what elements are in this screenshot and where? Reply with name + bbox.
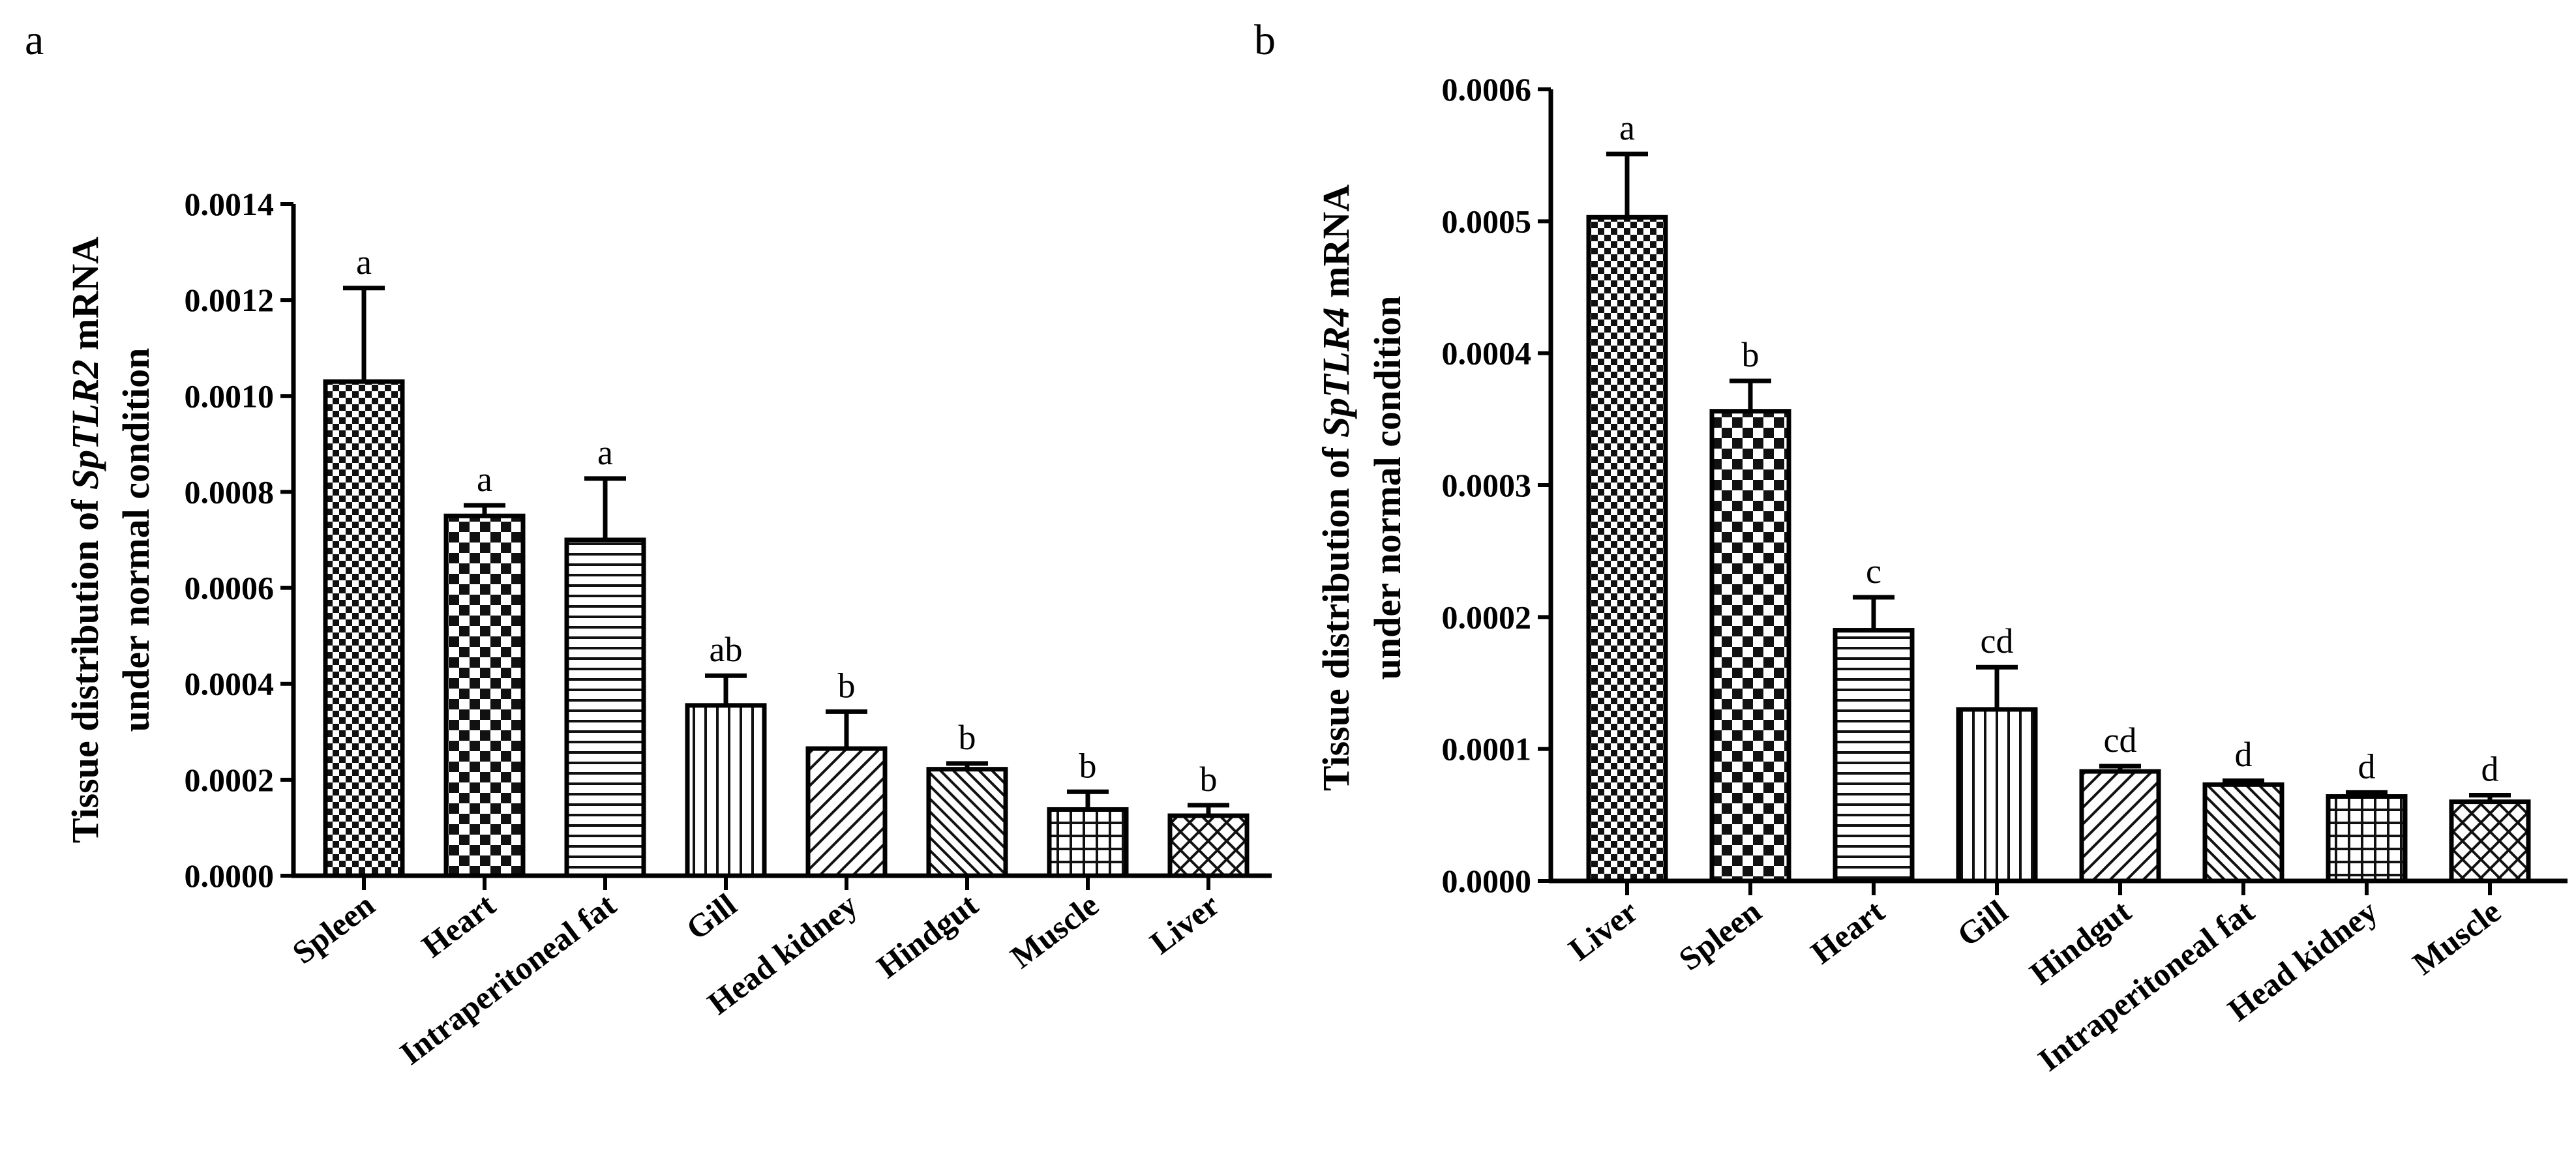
panel-b-bar-head-kidney (2326, 794, 2408, 884)
panel-b-bar-spleen (1709, 409, 1791, 884)
panel-a-y-tick-label: 0.0002 (185, 762, 275, 798)
panel-b-category-label: Intraperitoneal fat (2031, 893, 2261, 1078)
panel-b-ylabel-line2: under normal condition (1366, 296, 1409, 680)
panel-b-y-tick-label: 0.0004 (1442, 335, 1532, 372)
panel-a-category-label: Hindgut (870, 886, 985, 985)
panel-a-significance-label: a (477, 460, 492, 499)
panel-a-ylabel-gene: SpTLR2 (64, 359, 106, 490)
panel-b-category-label: Muscle (2406, 893, 2508, 982)
panel-b-bars: a b c cd cd d d d (1586, 108, 2531, 884)
panel-b-bar-hindgut (2079, 769, 2161, 884)
panel-a-bars: a a a ab b b b b (323, 243, 1250, 878)
panel-a-y-tick-label: 0.0014 (185, 186, 275, 222)
panel-a-letter: a (25, 16, 44, 64)
panel-a-significance-label: b (1079, 746, 1097, 785)
panel-a-bar-hindgut (926, 767, 1008, 878)
panel-b-category-label: Liver (1562, 893, 1645, 968)
panel-b-y-tick-label: 0.0003 (1442, 467, 1532, 503)
panel-a-bar-head-kidney (805, 746, 888, 878)
panel-a-bar-spleen (323, 379, 405, 878)
panel-b-ylabel-prefix: Tissue distribution of (1315, 438, 1357, 791)
panel-a-significance-label: a (356, 243, 372, 282)
panel-b-y-tick-label: 0.0005 (1442, 203, 1532, 239)
panel-b-significance-label: cd (1981, 621, 2014, 661)
panel-a-ylabel-line1: Tissue distribution of SpTLR2 mRNA (64, 237, 106, 843)
panel-a-category-label: Intraperitoneal fat (393, 886, 623, 1072)
panel-b-y-tick-label: 0.0000 (1442, 863, 1532, 899)
panel-a-y-tick-label: 0.0008 (185, 473, 275, 510)
panel-a-significance-label: b (838, 666, 856, 705)
panel-a-bar-muscle (1047, 807, 1129, 878)
panel-b-significance-label: d (2358, 747, 2376, 786)
panel-b-significance-label: b (1742, 335, 1760, 374)
panel-b-significance-label: d (2481, 749, 2499, 788)
panel-b-bar-intraperitoneal-fat (2202, 782, 2284, 884)
panel-b-bar-gill (1956, 707, 2038, 884)
panel-a-significance-label: a (597, 433, 613, 472)
panel-a-chart: a Tissue distribution of SpTLR2 mRNA und… (25, 16, 1272, 1072)
panel-b-bar-muscle (2449, 799, 2531, 884)
panel-a-category-label: Heart (415, 886, 502, 964)
panel-a-significance-label: ab (710, 630, 743, 669)
panel-b-significance-label: c (1866, 552, 1881, 591)
panel-b-category-label: Hindgut (2023, 893, 2138, 992)
panel-b-significance-label: cd (2104, 721, 2137, 760)
panel-a-y-tick-label: 0.0012 (185, 282, 275, 318)
panel-b-category-label: Gill (1951, 893, 2014, 953)
panel-b-y-tick-label: 0.0002 (1442, 599, 1532, 635)
panel-b-category-label: Spleen (1672, 893, 1768, 977)
panel-a-y-tick-label: 0.0010 (185, 378, 275, 414)
panel-a-y-tick-label: 0.0000 (185, 857, 275, 894)
panel-a-ylabel-suffix: mRNA (64, 237, 106, 360)
panel-a-category-label: Gill (680, 886, 743, 947)
panel-b-significance-label: a (1619, 108, 1635, 147)
panel-a-category-label: Muscle (1004, 886, 1105, 975)
panel-a-bar-intraperitoneal-fat (564, 537, 646, 878)
panel-b-bar-liver (1586, 215, 1668, 884)
panel-a-significance-label: b (959, 718, 976, 757)
panel-a-bar-heart (443, 513, 526, 878)
panel-b-category-label: Heart (1804, 893, 1891, 971)
panel-b-ylabel-suffix: mRNA (1315, 185, 1357, 308)
panel-b-y-tick-label: 0.0001 (1442, 731, 1532, 767)
panel-b-significance-label: d (2235, 735, 2253, 774)
panel-b-ylabel-gene: SpTLR4 (1315, 307, 1357, 438)
panel-a-y-tick-label: 0.0006 (185, 570, 275, 606)
panel-a-category-label: Liver (1143, 886, 1226, 961)
panel-b-ylabel-line1: Tissue distribution of SpTLR4 mRNA (1315, 185, 1357, 791)
panel-a-bar-gill (685, 703, 767, 878)
panel-a-significance-label: b (1200, 760, 1218, 799)
panel-b-chart: b Tissue distribution of SpTLR4 mRNA und… (1254, 16, 2568, 1078)
panel-b-letter: b (1254, 16, 1276, 64)
panel-a-bar-liver (1167, 813, 1250, 878)
panel-a-ylabel-prefix: Tissue distribution of (64, 490, 106, 843)
panel-b-y-tick-label: 0.0006 (1442, 71, 1532, 108)
panel-a-y-tick-label: 0.0004 (185, 666, 275, 702)
panel-a-category-label: Spleen (286, 886, 382, 971)
panel-a-ylabel-line2: under normal condition (115, 348, 157, 732)
panel-b-bar-heart (1833, 628, 1915, 884)
